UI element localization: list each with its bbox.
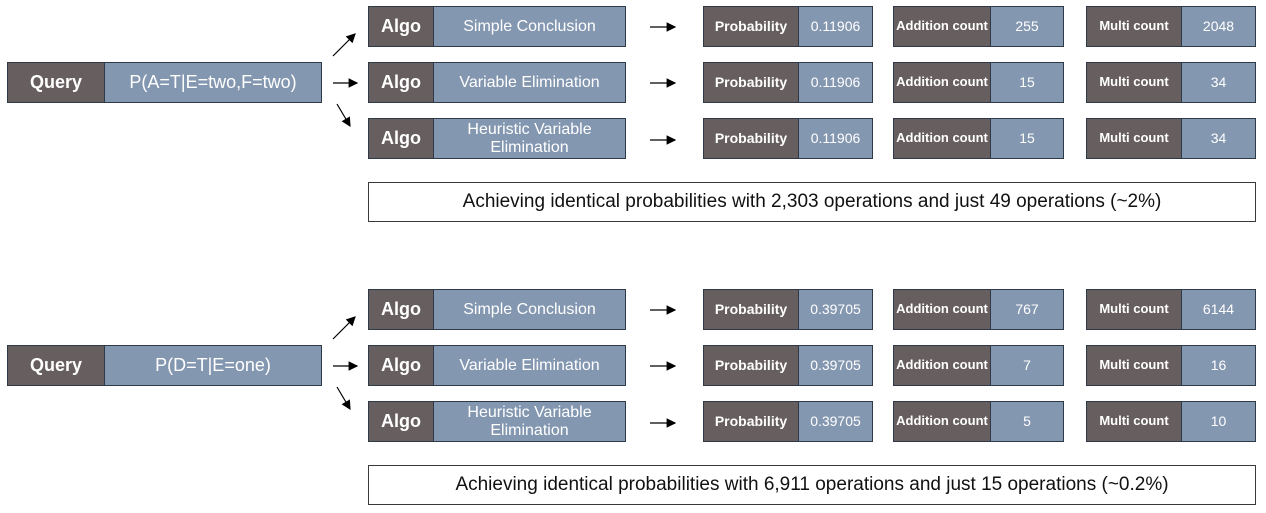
multi-count-value: 6144 [1181,289,1256,330]
query-group-2: Query P(D=T|E=one) Algo Simple Conclusio… [0,283,1266,513]
multi-count-value: 10 [1181,401,1256,442]
addition-count-value: 767 [990,289,1064,330]
multi-count-value: 16 [1181,345,1256,386]
connector-arrows [332,22,677,145]
multi-count-value: 34 [1181,62,1256,103]
addition-count-label: Addition count [893,289,991,330]
probability-label: Probability [703,345,799,386]
algo-name: Simple Conclusion [433,6,626,47]
multi-count-value: 2048 [1181,6,1256,47]
algo-name: Variable Elimination [433,345,626,386]
addition-count-value: 255 [990,6,1064,47]
probability-value: 0.11906 [798,62,873,103]
addition-count-value: 15 [990,118,1064,159]
algo-label: Algo [368,118,434,159]
addition-count-value: 5 [990,401,1064,442]
query-group-1: Query P(A=T|E=two,F=two) Algo Simple Con… [0,0,1266,230]
summary-box: Achieving identical probabilities with 2… [368,182,1256,222]
probability-value: 0.39705 [798,401,873,442]
addition-count-label: Addition count [893,118,991,159]
addition-count-value: 15 [990,62,1064,103]
probability-label: Probability [703,6,799,47]
algo-name: Heuristic Variable Elimination [433,118,626,159]
probability-label: Probability [703,401,799,442]
arrow-up [332,316,356,340]
algo-label: Algo [368,345,434,386]
query-value: P(A=T|E=two,F=two) [104,62,322,103]
addition-count-label: Addition count [893,6,991,47]
probability-value: 0.39705 [798,345,873,386]
arrow-down [336,386,351,411]
probability-label: Probability [703,118,799,159]
probability-label: Probability [703,62,799,103]
connector-arrows [332,305,677,428]
query-label: Query [7,345,105,386]
addition-count-label: Addition count [893,345,991,386]
multi-count-label: Multi count [1086,6,1182,47]
addition-count-value: 7 [990,345,1064,386]
algo-label: Algo [368,62,434,103]
multi-count-value: 34 [1181,118,1256,159]
multi-count-label: Multi count [1086,289,1182,330]
query-label: Query [7,62,105,103]
multi-count-label: Multi count [1086,118,1182,159]
algo-label: Algo [368,401,434,442]
summary-box: Achieving identical probabilities with 6… [368,465,1256,505]
probability-label: Probability [703,289,799,330]
probability-value: 0.39705 [798,289,873,330]
addition-count-label: Addition count [893,62,991,103]
multi-count-label: Multi count [1086,345,1182,386]
algo-name: Variable Elimination [433,62,626,103]
algo-name: Heuristic Variable Elimination [433,401,626,442]
probability-value: 0.11906 [798,6,873,47]
arrow-up [332,33,356,57]
multi-count-label: Multi count [1086,401,1182,442]
algo-name: Simple Conclusion [433,289,626,330]
probability-value: 0.11906 [798,118,873,159]
addition-count-label: Addition count [893,401,991,442]
arrow-down [336,103,351,128]
multi-count-label: Multi count [1086,62,1182,103]
algo-label: Algo [368,289,434,330]
algo-label: Algo [368,6,434,47]
query-value: P(D=T|E=one) [104,345,322,386]
